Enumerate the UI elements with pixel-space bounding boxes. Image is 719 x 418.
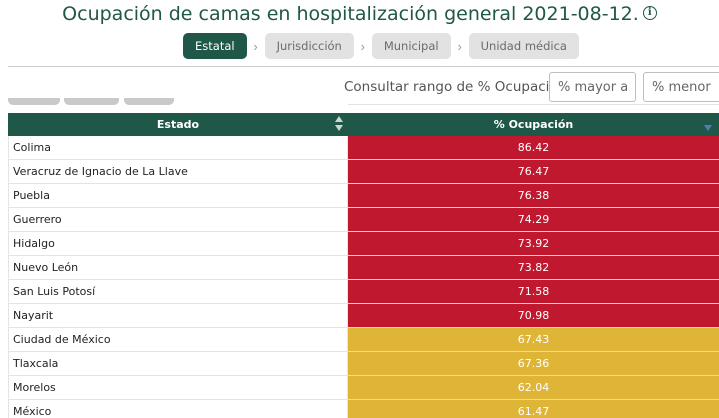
column-header-label: Estado	[156, 118, 200, 131]
breadcrumb-municipal[interactable]: Municipal	[371, 33, 451, 59]
sort-icon[interactable]	[335, 116, 343, 132]
cell-estado: México	[8, 400, 348, 418]
breadcrumb-estatal[interactable]: Estatal	[183, 33, 247, 59]
cell-estado: Puebla	[8, 184, 348, 208]
breadcrumb-unidad-medica[interactable]: Unidad médica	[468, 33, 579, 59]
cell-ocupacion: 74.29	[348, 208, 719, 232]
table-row[interactable]: Ciudad de México 67.43	[8, 328, 719, 352]
table-row[interactable]: Puebla 76.38	[8, 184, 719, 208]
chevron-right-icon: ›	[253, 38, 258, 54]
cell-estado: Colima	[8, 136, 348, 160]
column-header-estado[interactable]: Estado	[8, 113, 348, 136]
table-body: Colima 86.42 Veracruz de Ignacio de La Lla…	[8, 136, 719, 418]
column-header-ocupacion[interactable]: % Ocupación	[348, 113, 719, 136]
cell-ocupacion: 86.42	[348, 136, 719, 160]
cell-estado: Veracruz de Ignacio de La Llave	[8, 160, 348, 184]
min-percent-input[interactable]	[549, 72, 636, 102]
cell-ocupacion: 76.38	[348, 184, 719, 208]
table-header: Estado % Ocupación	[8, 113, 719, 136]
table-row[interactable]: Guerrero 74.29	[8, 208, 719, 232]
export-button[interactable]	[64, 98, 119, 105]
page-title: Ocupación de camas en hospitalización ge…	[62, 3, 639, 25]
title-bar: Ocupación de camas en hospitalización ge…	[0, 3, 719, 25]
max-percent-input[interactable]	[643, 72, 719, 102]
export-button[interactable]	[124, 98, 174, 105]
cell-estado: Nuevo León	[8, 256, 348, 280]
cell-ocupacion: 67.36	[348, 352, 719, 376]
chevron-right-icon: ›	[457, 38, 462, 54]
table-row[interactable]: Veracruz de Ignacio de La Llave 76.47	[8, 160, 719, 184]
cell-ocupacion: 73.92	[348, 232, 719, 256]
cell-estado: Morelos	[8, 376, 348, 400]
cell-ocupacion: 76.47	[348, 160, 719, 184]
column-header-label: % Ocupación	[493, 118, 574, 131]
table-row[interactable]: Hidalgo 73.92	[8, 232, 719, 256]
section-divider	[8, 66, 719, 67]
cell-ocupacion: 71.58	[348, 280, 719, 304]
breadcrumb-jurisdiccion[interactable]: Jurisdicción	[264, 33, 354, 59]
export-button[interactable]	[8, 98, 60, 105]
cell-estado: Hidalgo	[8, 232, 348, 256]
cell-ocupacion: 73.82	[348, 256, 719, 280]
cell-ocupacion: 67.43	[348, 328, 719, 352]
cell-ocupacion: 70.98	[348, 304, 719, 328]
range-filter-label: Consultar rango de % Ocupación:	[344, 79, 571, 95]
table-row[interactable]: México 61.47	[8, 400, 719, 418]
table-row[interactable]: Nayarit 70.98	[8, 304, 719, 328]
table-row[interactable]: Morelos 62.04	[8, 376, 719, 400]
cell-ocupacion: 62.04	[348, 376, 719, 400]
table-row[interactable]: Nuevo León 73.82	[8, 256, 719, 280]
occupancy-table: Estado % Ocupación Colima 86.42 Veracruz d…	[8, 113, 719, 418]
cell-estado: Tlaxcala	[8, 352, 348, 376]
table-row[interactable]: Tlaxcala 67.36	[8, 352, 719, 376]
filter-underline	[348, 104, 719, 105]
cell-estado: Ciudad de México	[8, 328, 348, 352]
cell-estado: Guerrero	[8, 208, 348, 232]
breadcrumb: Estatal › Jurisdicción › Municipal › Uni…	[183, 33, 579, 59]
cell-estado: San Luis Potosí	[8, 280, 348, 304]
sort-descending-icon[interactable]	[704, 125, 712, 131]
table-row[interactable]: San Luis Potosí 71.58	[8, 280, 719, 304]
cell-estado: Nayarit	[8, 304, 348, 328]
table-row[interactable]: Colima 86.42	[8, 136, 719, 160]
cell-ocupacion: 61.47	[348, 400, 719, 418]
info-icon[interactable]: i	[642, 6, 657, 20]
chevron-right-icon: ›	[360, 38, 366, 54]
